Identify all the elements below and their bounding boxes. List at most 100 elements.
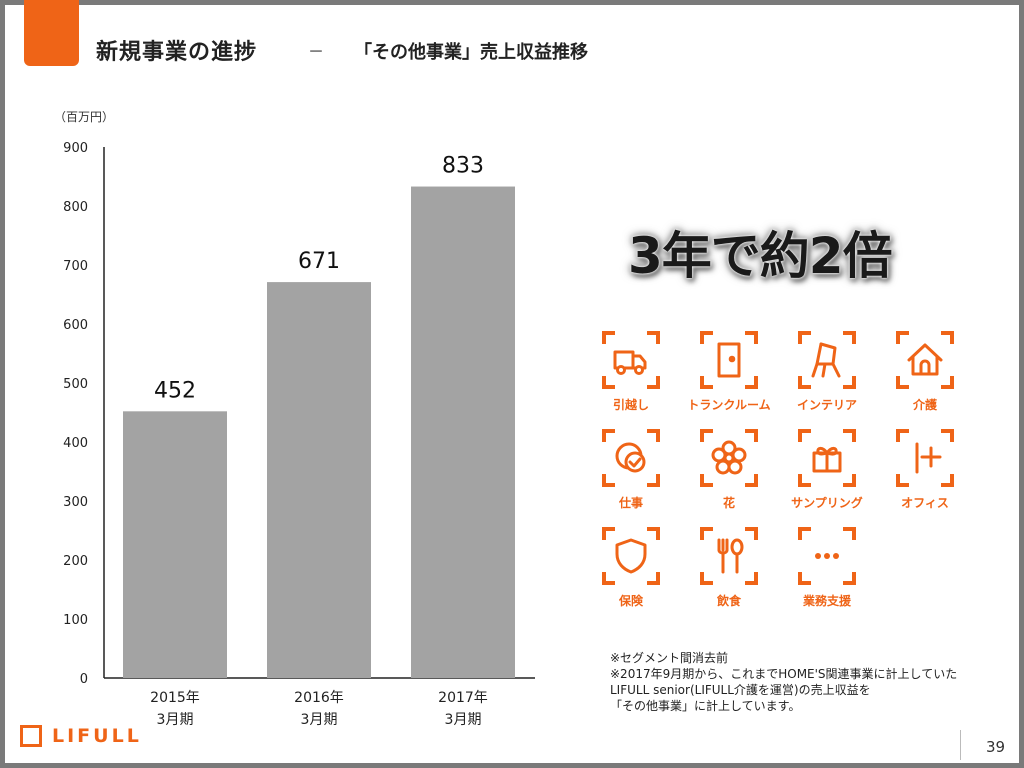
icon-frame-corner [745,474,758,487]
icon-frame-corner [896,376,909,389]
category-item: オフィス [870,426,980,511]
icon-frame-corner [896,429,909,442]
icon-frame-corner [700,429,713,442]
icon-frame-corner [798,376,811,389]
x-category-sublabel: 3月期 [301,712,338,728]
logo-text: LIFULL [52,725,142,747]
frame-top [0,0,1024,5]
icon-frame-corner [896,331,909,344]
x-category-sublabel: 3月期 [157,712,194,728]
office-icon [896,429,954,487]
category-label: 花 [722,496,735,510]
icon-frame-corner [647,474,660,487]
icon-frame-corner [745,572,758,585]
icon-frame-corner [745,331,758,344]
y-tick-label: 600 [63,318,88,333]
footnote-line: ※セグメント間消去前 [610,651,729,665]
icon-frame-corner [843,376,856,389]
icon-frame-corner [647,376,660,389]
chart-unit-label: （百万円） [54,110,115,124]
category-label: 引越し [612,398,649,412]
icon-frame-corner [602,474,615,487]
shield-icon [602,527,660,585]
icon-frame-corner [602,572,615,585]
icon-frame-corner [745,527,758,540]
category-item: 介護 [870,328,980,413]
category-item: トランクルーム [674,328,784,413]
y-tick-label: 800 [63,200,88,215]
category-label: サンプリング [791,496,863,510]
icon-frame-corner [798,429,811,442]
page-title: 新規事業の進捗 [96,40,258,65]
category-label: インテリア [796,398,857,412]
frame-left [0,0,5,768]
title-accent-tab [24,0,79,66]
title-separator: － [308,42,325,61]
icon-frame-corner [941,331,954,344]
icon-frame-corner [798,572,811,585]
category-label: 業務支援 [802,594,851,608]
page-divider [960,730,961,760]
storage-door-icon [700,331,758,389]
chair-icon [798,331,856,389]
x-category-label: 2017年 [438,690,488,706]
care-home-icon [896,331,954,389]
work-icon [602,429,660,487]
footnote-line: 「その他事業」に計上しています。 [610,699,801,713]
category-item: 花 [674,426,784,511]
x-category-label: 2015年 [150,690,200,706]
icon-frame-corner [843,527,856,540]
icon-frame-corner [700,474,713,487]
icon-frame-corner [745,429,758,442]
icon-frame-corner [941,474,954,487]
logo-bracket-right [30,725,42,747]
frame-right [1019,0,1024,768]
category-label: 仕事 [618,496,643,510]
icon-frame-corner [647,429,660,442]
category-item: 引越し [576,328,686,413]
icon-frame-corner [700,572,713,585]
category-label: オフィス [901,496,949,510]
fork-spoon-icon [700,527,758,585]
y-tick-label: 100 [63,613,88,628]
y-tick-label: 200 [63,554,88,569]
icon-frame-corner [647,572,660,585]
icon-frame-corner [647,331,660,344]
category-label: 飲食 [716,594,741,608]
logo-bracket-left [20,725,32,747]
icon-frame-corner [798,527,811,540]
icon-frame-corner [700,331,713,344]
icon-frame-corner [602,429,615,442]
bar [123,411,227,678]
category-item: サンプリング [772,426,882,511]
footnote-line: LIFULL senior(LIFULL介護を運営)の売上収益を [610,683,871,697]
bar [267,282,371,678]
frame-bottom [0,763,1024,768]
category-item: 保険 [576,524,686,609]
y-tick-label: 500 [63,377,88,392]
icon-frame-corner [602,331,615,344]
page-number: 39 [986,738,1006,756]
growth-highlight: 3年で約2倍 [628,227,893,285]
icon-frame-corner [602,376,615,389]
icon-frame-corner [602,527,615,540]
category-label: 保険 [618,594,643,608]
flower-icon [700,429,758,487]
x-category-label: 2016年 [294,690,344,706]
icon-frame-corner [647,527,660,540]
category-label: トランクルーム [687,398,771,412]
bar [411,186,515,678]
y-tick-label: 900 [63,141,88,156]
icon-frame-corner [700,527,713,540]
bar-data-label: 452 [154,378,196,403]
bar-data-label: 671 [298,249,340,274]
truck-icon [602,331,660,389]
footnotes: ※セグメント間消去前 ※2017年9月期から、これまでHOME'S関連事業に計上… [610,650,957,714]
icon-frame-corner [843,474,856,487]
y-tick-label: 700 [63,259,88,274]
y-tick-label: 400 [63,436,88,451]
icon-frame-corner [941,429,954,442]
page-subtitle: 「その他事業」売上収益推移 [354,42,588,63]
